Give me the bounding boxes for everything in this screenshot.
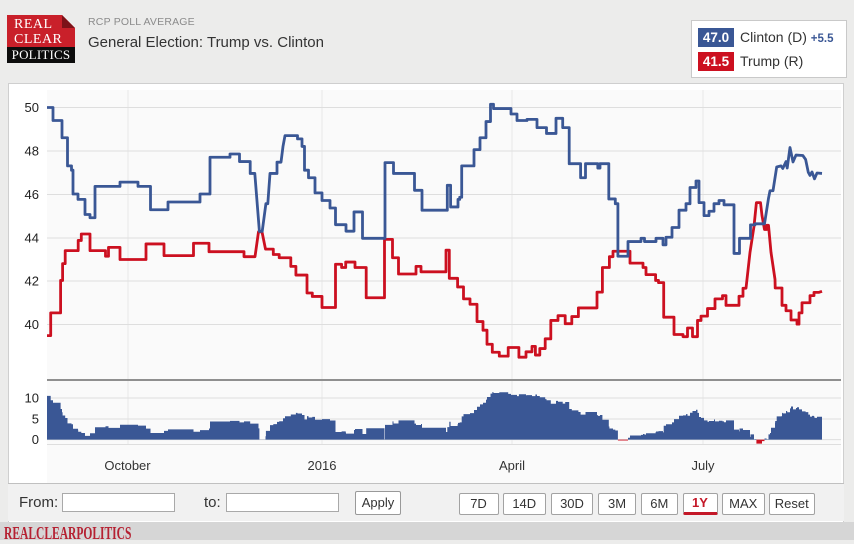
svg-text:44: 44 <box>25 231 39 246</box>
svg-text:40: 40 <box>25 317 39 332</box>
svg-text:42: 42 <box>25 274 39 289</box>
svg-text:48: 48 <box>25 144 39 159</box>
svg-text:5: 5 <box>32 412 39 427</box>
svg-text:46: 46 <box>25 187 39 202</box>
svg-text:July: July <box>691 458 715 473</box>
svg-text:0: 0 <box>32 432 39 447</box>
svg-text:October: October <box>104 458 151 473</box>
svg-text:10: 10 <box>25 391 39 406</box>
svg-text:50: 50 <box>25 100 39 115</box>
svg-text:April: April <box>499 458 525 473</box>
svg-text:2016: 2016 <box>308 458 337 473</box>
